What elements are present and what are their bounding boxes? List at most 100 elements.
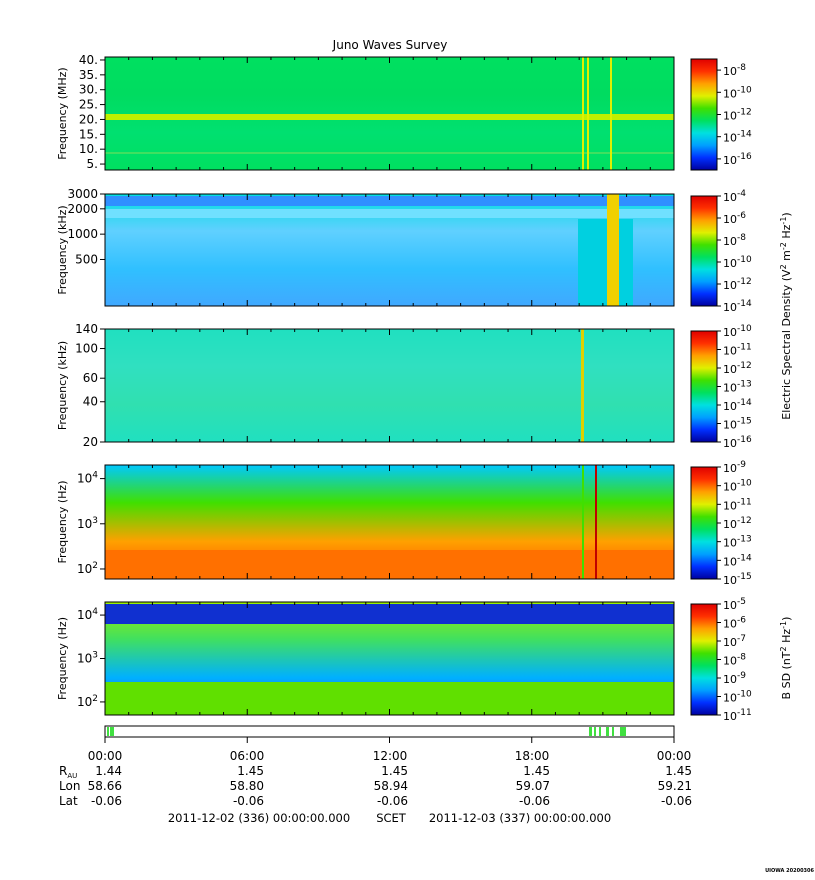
y-tick-label: 15. xyxy=(79,127,98,141)
colorbar-tick-label: 10-9 xyxy=(723,460,746,475)
ephemeris-row-label: RAU xyxy=(59,764,77,780)
y-tick-label: 40. xyxy=(79,53,98,67)
panel-5: 102 103 104 Frequency (Hz) 10-11 10-10 10-9 10-… xyxy=(56,597,752,723)
y-tick-label: 10. xyxy=(79,142,98,156)
time-tick-label: 18:00 xyxy=(515,749,550,763)
ephemeris-value: 58.94 xyxy=(374,779,408,793)
burst-line xyxy=(587,57,589,170)
footer-stamp: UIOWA 20200306 xyxy=(765,868,814,874)
ephemeris-row-label: Lon xyxy=(59,779,80,793)
colorbar-tick-label: 10-10 xyxy=(723,690,752,705)
spectrogram-image xyxy=(105,57,674,170)
colorbar-tick-label: 10-7 xyxy=(723,634,746,649)
colorbar-tick-label: 10-16 xyxy=(723,152,752,167)
y-axis-label: Frequency (kHz) xyxy=(56,341,69,430)
event-region xyxy=(578,219,633,306)
burst-line xyxy=(610,57,612,170)
colorbar-tick-label: 10-13 xyxy=(723,535,752,550)
emission-band xyxy=(105,196,674,206)
y-tick-label: 500 xyxy=(75,252,98,266)
y-tick-label: 25. xyxy=(79,98,98,112)
colorbar-tick-label: 10-8 xyxy=(723,653,746,668)
mode-mark xyxy=(612,727,614,736)
panel-1: 5.10.15.20.25.30.35.40. Frequency (MHz) 10… xyxy=(56,53,752,171)
colorbar-tick-label: 10-11 xyxy=(723,708,752,723)
colorbar-tick-label: 10-8 xyxy=(723,233,746,248)
burst-line xyxy=(582,465,584,579)
mode-mark xyxy=(107,727,109,736)
y-tick-label: 20 xyxy=(83,435,98,449)
ephemeris-value: 58.80 xyxy=(230,779,264,793)
colorbar-tick-label: 10-10 xyxy=(723,255,752,270)
y-tick-label: 140 xyxy=(75,322,98,336)
y-tick-label: 40 xyxy=(83,395,98,409)
colorbar-labels: Electric Spectral Density (V2 m-2 Hz-1) B… xyxy=(779,212,793,699)
burst-line xyxy=(581,329,584,442)
colorbar-tick-label: 10-14 xyxy=(723,398,752,413)
mode-mark xyxy=(620,727,626,736)
ephemeris-value: -0.06 xyxy=(233,794,264,808)
colorbar-tick-label: 10-12 xyxy=(723,108,752,123)
y-tick-label: 5. xyxy=(87,157,98,171)
colorbar-tick-label: 10-12 xyxy=(723,361,752,376)
y-tick-label: 102 xyxy=(77,561,98,576)
spectrogram-image xyxy=(105,329,674,442)
colorbar-tick-label: 10-10 xyxy=(723,324,752,339)
colorbar-tick-label: 10-11 xyxy=(723,497,752,512)
y-axis-label: Frequency (MHz) xyxy=(56,67,69,159)
time-system: SCET xyxy=(376,811,407,825)
emission-band xyxy=(105,152,674,154)
colorbar xyxy=(690,466,718,580)
colorbar-tick-label: 10-15 xyxy=(723,417,752,432)
ephemeris-value: 1.45 xyxy=(665,764,692,778)
y-axis-label: Frequency (Hz) xyxy=(56,617,69,700)
time-tick-label: 06:00 xyxy=(230,749,265,763)
colorbar-tick-label: 10-4 xyxy=(723,189,746,204)
mode-mark xyxy=(589,727,592,736)
y-tick-label: 60 xyxy=(83,371,98,385)
chart-title: Juno Waves Survey xyxy=(332,38,448,52)
y-tick-label: 35. xyxy=(79,68,98,82)
time-range-end: 2011-12-03 (337) 00:00:00.000 xyxy=(429,811,611,825)
colorbar-tick-label: 10-5 xyxy=(723,597,746,612)
ephemeris-value: -0.06 xyxy=(91,794,122,808)
colorbar-tick-label: 10-14 xyxy=(723,299,752,314)
colorbar-tick-label: 10-12 xyxy=(723,277,752,292)
mode-mark xyxy=(594,727,596,736)
y-tick-label: 104 xyxy=(77,471,98,486)
y-tick-label: 2000 xyxy=(67,202,98,216)
time-range-start: 2011-12-02 (336) 00:00:00.000 xyxy=(168,811,350,825)
mode-mark xyxy=(112,727,114,736)
colorbar-tick-label: 10-6 xyxy=(723,616,746,631)
ephemeris-value: 1.45 xyxy=(523,764,550,778)
y-tick-label: 100 xyxy=(75,342,98,356)
y-tick-label: 102 xyxy=(77,694,98,709)
colorbar-tick-label: 10-14 xyxy=(723,553,752,568)
upper-band xyxy=(105,604,674,624)
panel-4: 102 103 104 Frequency (Hz) 10-15 10-14 10-13 10… xyxy=(56,460,752,587)
time-tick-label: 00:00 xyxy=(88,749,123,763)
ephemeris-value: -0.06 xyxy=(519,794,550,808)
mode-mark xyxy=(606,727,609,736)
y-axis-label: Frequency (Hz) xyxy=(56,481,69,564)
colorbar xyxy=(690,603,718,716)
colorbar-tick-label: 10-15 xyxy=(723,572,752,587)
ephemeris-table: 00:00 06:00 12:00 18:00 00:00 RAU 1.44 1.45 1.45… xyxy=(59,749,692,808)
colorbar-tick-label: 10-6 xyxy=(723,211,746,226)
emission-band xyxy=(105,209,674,218)
y-tick-label: 1000 xyxy=(67,227,98,241)
colorbar xyxy=(690,330,718,443)
colorbar xyxy=(690,195,718,307)
spectrogram-panels: 5.10.15.20.25.30.35.40. Frequency (MHz) 10… xyxy=(56,53,752,743)
y-tick-label: 20. xyxy=(79,112,98,126)
ephemeris-value: 59.21 xyxy=(658,779,692,793)
emission-band xyxy=(105,114,674,120)
colorbar-tick-label: 10-13 xyxy=(723,380,752,395)
colorbar-tick-label: 10-16 xyxy=(723,435,752,450)
ephemeris-value: 1.44 xyxy=(95,764,122,778)
time-tick-label: 00:00 xyxy=(657,749,692,763)
ephemeris-value: -0.06 xyxy=(377,794,408,808)
y-tick-label: 30. xyxy=(79,83,98,97)
ephemeris-row-label: Lat xyxy=(59,794,78,808)
